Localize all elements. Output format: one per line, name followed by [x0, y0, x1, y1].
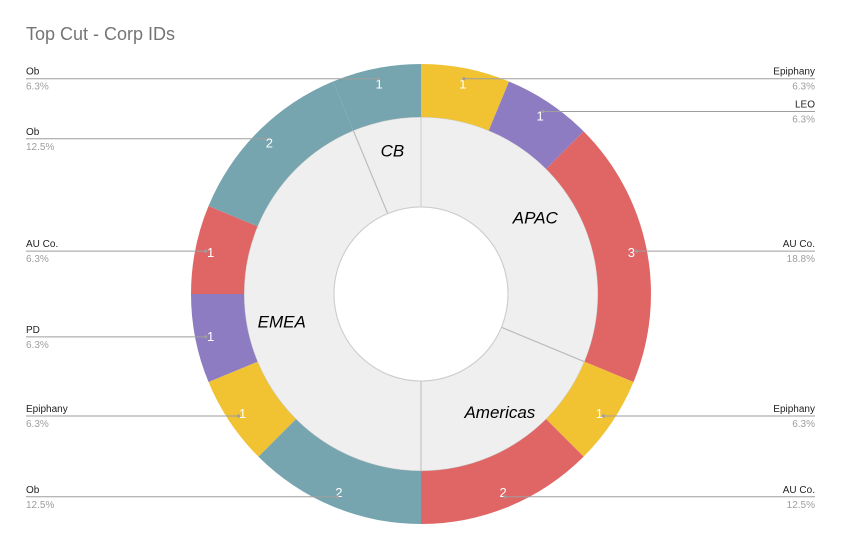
callout-percent-cb-0: 6.3% — [26, 82, 49, 93]
callout-name-apac-0: Epiphany — [773, 67, 815, 78]
callout-dot-emea-0 — [335, 495, 339, 499]
outer-segment-emea-0 — [258, 419, 421, 524]
callout-dot-americas-0 — [601, 414, 606, 418]
segment-value-apac-1: 1 — [537, 109, 544, 124]
outer-segment-emea-3 — [191, 205, 258, 294]
segment-value-apac-2: 3 — [628, 245, 635, 260]
callout-name-apac-1: LEO — [795, 99, 815, 110]
outer-segment-americas-1 — [421, 419, 584, 524]
segment-value-americas-0: 1 — [596, 406, 603, 421]
callout-percent-americas-1: 12.5% — [787, 500, 815, 511]
callout-name-emea-2: PD — [26, 325, 40, 336]
segment-value-emea-4: 2 — [266, 135, 273, 150]
callout-name-emea-1: Epiphany — [26, 404, 68, 415]
outer-segment-emea-1 — [208, 361, 296, 457]
callout-percent-emea-4: 12.5% — [26, 142, 54, 153]
region-label-emea: EMEA — [258, 313, 306, 332]
callout-dot-emea-4 — [264, 137, 268, 141]
callout-name-cb-0: Ob — [26, 67, 40, 78]
callout-dot-cb-0 — [376, 77, 380, 81]
outer-segment-apac-1 — [488, 81, 584, 169]
callout-percent-apac-1: 6.3% — [792, 114, 815, 125]
callout-dot-apac-0 — [462, 77, 466, 81]
callout-name-emea-3: AU Co. — [26, 239, 58, 250]
segment-value-cb-0: 1 — [376, 77, 383, 92]
callout-percent-emea-0: 12.5% — [26, 500, 54, 511]
region-divider-3 — [352, 130, 389, 214]
outer-segment-emea-4 — [208, 81, 354, 227]
callout-percent-apac-2: 18.8% — [787, 254, 815, 265]
callout-name-emea-0: Ob — [26, 485, 40, 496]
donut-hole — [333, 206, 509, 382]
outer-segment-cb-0 — [332, 64, 421, 131]
region-label-cb: CB — [381, 141, 405, 160]
callout-name-americas-1: AU Co. — [783, 485, 815, 496]
callout-percent-emea-1: 6.3% — [26, 419, 49, 430]
outer-segment-apac-0 — [421, 64, 510, 131]
region-label-apac: APAC — [512, 209, 559, 228]
callout-name-apac-2: AU Co. — [783, 239, 815, 250]
region-divider-1 — [501, 326, 585, 363]
segment-value-emea-0: 2 — [335, 485, 342, 500]
region-label-americas: Americas — [463, 403, 535, 422]
segment-value-americas-1: 2 — [499, 485, 506, 500]
callout-dot-emea-3 — [204, 249, 208, 253]
outer-segment-americas-0 — [546, 361, 634, 457]
chart-title: Top Cut - Corp IDs — [26, 24, 176, 44]
callout-dot-emea-1 — [236, 414, 241, 418]
callout-percent-apac-0: 6.3% — [792, 82, 815, 93]
callout-percent-emea-3: 6.3% — [26, 254, 49, 265]
segment-value-emea-2: 1 — [207, 329, 214, 344]
outer-segment-emea-2 — [191, 294, 258, 383]
callout-dot-emea-2 — [204, 335, 208, 339]
callout-percent-emea-2: 6.3% — [26, 340, 49, 351]
callout-dot-americas-1 — [503, 495, 507, 499]
segment-value-apac-0: 1 — [459, 77, 466, 92]
callout-dot-apac-2 — [634, 249, 638, 253]
outer-segment-apac-2 — [546, 131, 651, 383]
segment-value-emea-3: 1 — [207, 245, 214, 260]
callout-dot-apac-1 — [541, 109, 545, 114]
segment-value-emea-1: 1 — [239, 406, 246, 421]
callout-name-emea-4: Ob — [26, 127, 40, 138]
callout-percent-americas-0: 6.3% — [792, 419, 815, 430]
callout-name-americas-0: Epiphany — [773, 404, 815, 415]
